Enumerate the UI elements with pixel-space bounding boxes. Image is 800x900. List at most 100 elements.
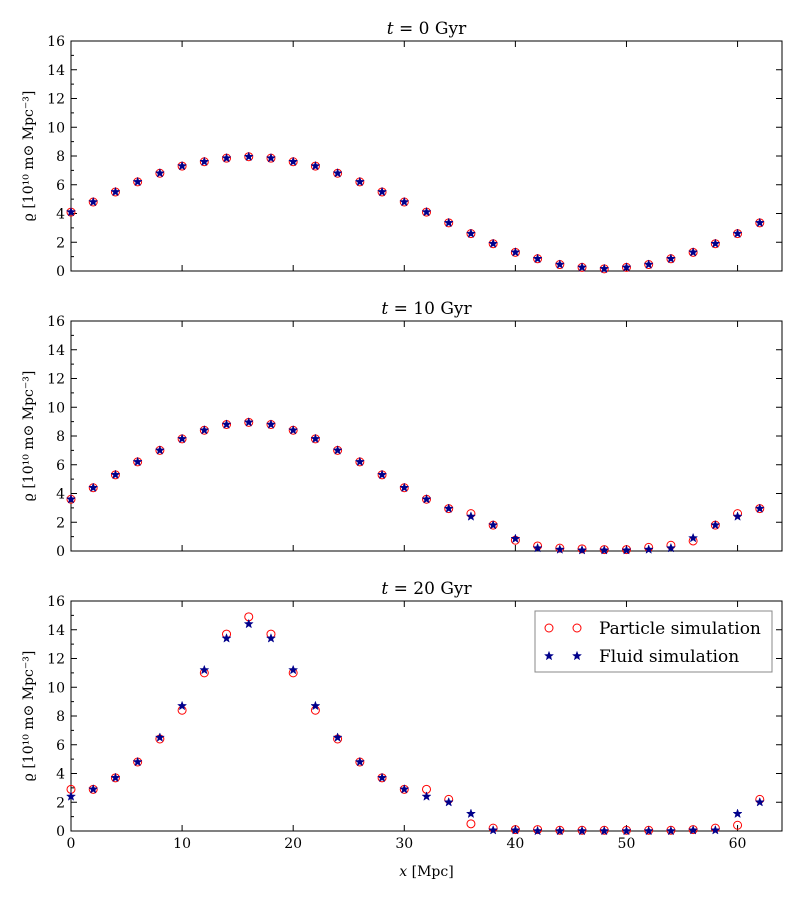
y-tick-label: 0 bbox=[56, 264, 65, 280]
y-tick-label: 2 bbox=[56, 235, 65, 251]
data-point-fluid bbox=[354, 756, 365, 767]
legend-label: Fluid simulation bbox=[599, 647, 739, 667]
y-tick-label: 14 bbox=[47, 343, 65, 359]
data-point-fluid bbox=[243, 618, 254, 629]
data-point-fluid bbox=[421, 206, 432, 217]
y-tick-label: 4 bbox=[56, 767, 65, 783]
data-point-fluid bbox=[65, 493, 77, 504]
data-point-particle bbox=[733, 820, 743, 830]
data-point-fluid bbox=[732, 511, 743, 521]
data-point-fluid bbox=[154, 167, 165, 178]
data-point-fluid bbox=[665, 253, 676, 264]
data-point-fluid bbox=[354, 456, 365, 467]
data-point-fluid bbox=[221, 152, 232, 163]
y-axis-label: ϱ [10¹⁰ m⊙ Mpc⁻³] bbox=[21, 371, 37, 502]
data-point-fluid bbox=[710, 824, 721, 835]
data-point-fluid bbox=[710, 519, 721, 530]
data-point-fluid bbox=[643, 825, 654, 836]
data-point-fluid bbox=[599, 825, 610, 836]
data-point-fluid bbox=[177, 160, 188, 171]
data-point-fluid bbox=[265, 152, 277, 163]
chart-title: t = 0 Gyr bbox=[387, 19, 467, 39]
data-point-fluid bbox=[177, 700, 188, 711]
data-point-fluid bbox=[110, 469, 121, 480]
data-point-fluid bbox=[265, 633, 277, 643]
data-point-fluid bbox=[510, 246, 521, 257]
data-point-fluid bbox=[688, 824, 699, 835]
data-point-particle bbox=[466, 819, 476, 829]
data-point-fluid bbox=[288, 156, 299, 167]
data-point-fluid bbox=[488, 519, 499, 530]
data-point-fluid bbox=[688, 246, 699, 257]
data-point-fluid bbox=[199, 424, 210, 435]
data-point-fluid bbox=[710, 238, 721, 249]
legend: Particle simulation Fluid simulation bbox=[534, 610, 773, 673]
y-tick-label: 16 bbox=[47, 314, 65, 330]
data-point-fluid bbox=[532, 825, 543, 836]
data-point-fluid bbox=[332, 167, 343, 178]
data-point-fluid bbox=[576, 544, 588, 555]
data-point-fluid bbox=[665, 542, 676, 553]
legend-label: Particle simulation bbox=[599, 619, 761, 639]
y-tick-label: 2 bbox=[56, 515, 65, 531]
y-tick-label: 8 bbox=[56, 429, 65, 445]
data-point-fluid bbox=[110, 186, 121, 197]
data-point-fluid bbox=[154, 445, 165, 455]
data-point-fluid bbox=[154, 732, 165, 742]
data-point-fluid bbox=[554, 825, 565, 836]
x-tick-label: 0 bbox=[67, 836, 76, 852]
data-point-fluid bbox=[688, 532, 699, 543]
plot-frame bbox=[70, 40, 783, 272]
y-tick-label: 16 bbox=[47, 34, 65, 50]
data-point-fluid bbox=[132, 456, 143, 467]
x-tick-label: 10 bbox=[173, 836, 191, 852]
legend-marker-particle bbox=[544, 623, 554, 633]
legend-box bbox=[534, 610, 773, 673]
chart-panel-2: t = 20 Gyr 0 2 4 6 8 10 12 14 16 0 10 20 30 40 50 60 ϱ [1… bbox=[21, 579, 783, 880]
legend-marker-particle bbox=[572, 623, 582, 633]
legend-marker-fluid bbox=[543, 650, 555, 661]
data-point-fluid bbox=[199, 156, 210, 167]
data-point-fluid bbox=[532, 542, 543, 553]
data-point-fluid bbox=[310, 700, 321, 711]
data-point-fluid bbox=[65, 791, 77, 801]
data-point-fluid bbox=[399, 482, 410, 493]
y-tick-label: 14 bbox=[47, 63, 65, 79]
data-point-fluid bbox=[132, 176, 143, 187]
x-tick-label: 20 bbox=[284, 836, 302, 852]
data-point-fluid bbox=[265, 419, 277, 429]
data-point-fluid bbox=[221, 633, 232, 643]
chart-title: t = 20 Gyr bbox=[381, 579, 472, 599]
data-point-fluid bbox=[376, 186, 388, 197]
data-point-fluid bbox=[243, 151, 254, 162]
data-point-fluid bbox=[643, 259, 654, 269]
chart-panel-1: t = 10 Gyr 0 2 4 6 8 10 12 14 16 ϱ [10¹⁰ m⊙ Mpc⁻³] bbox=[21, 299, 783, 560]
data-point-fluid bbox=[754, 796, 765, 807]
data-point-fluid bbox=[488, 238, 499, 249]
data-point-fluid bbox=[621, 825, 632, 836]
data-point-fluid bbox=[599, 544, 610, 555]
chart-panel-0: t = 0 Gyr 0 2 4 6 8 10 12 14 16 ϱ [10¹⁰ m⊙ Mpc⁻³] bbox=[21, 19, 783, 280]
y-tick-label: 10 bbox=[47, 680, 65, 696]
data-point-fluid bbox=[465, 808, 477, 819]
x-tick-label: 50 bbox=[618, 836, 636, 852]
y-tick-label: 6 bbox=[56, 458, 65, 474]
y-tick-label: 0 bbox=[56, 544, 65, 560]
data-point-fluid bbox=[310, 160, 321, 171]
data-point-fluid bbox=[354, 176, 365, 187]
data-point-fluid bbox=[177, 433, 188, 444]
data-point-fluid bbox=[643, 544, 654, 554]
data-point-fluid bbox=[132, 756, 143, 767]
data-point-fluid bbox=[376, 469, 388, 480]
data-point-fluid bbox=[88, 196, 99, 207]
data-point-fluid bbox=[754, 503, 765, 513]
data-point-fluid bbox=[88, 783, 99, 794]
data-point-fluid bbox=[621, 262, 632, 272]
data-point-fluid bbox=[110, 772, 121, 783]
data-point-fluid bbox=[754, 217, 765, 228]
data-point-fluid bbox=[288, 424, 299, 435]
data-point-fluid bbox=[732, 808, 743, 819]
chart-title: t = 10 Gyr bbox=[381, 299, 472, 319]
data-point-fluid bbox=[88, 482, 99, 493]
